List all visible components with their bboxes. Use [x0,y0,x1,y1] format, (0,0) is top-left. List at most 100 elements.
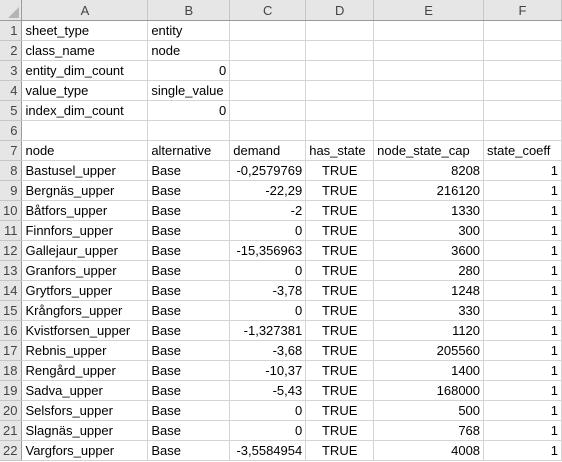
cell-state-coeff[interactable]: 1 [483,200,562,221]
cell-node-state-cap[interactable]: 768 [373,420,485,441]
cell-node-state-cap[interactable]: 4008 [373,440,485,461]
cell[interactable] [305,40,375,61]
cell-has-state[interactable]: TRUE [305,360,375,381]
cell-has-state[interactable]: TRUE [305,280,375,301]
cell-node[interactable]: Båtfors_upper [21,200,149,221]
cell[interactable]: sheet_type [21,20,149,41]
cell-state-coeff[interactable]: 1 [483,280,562,301]
cell[interactable]: class_name [21,40,149,61]
cell-node[interactable]: Rengård_upper [21,360,149,381]
row-header[interactable]: 3 [0,60,23,81]
cell-demand[interactable]: -3,78 [229,280,307,301]
row-header[interactable]: 6 [0,120,23,141]
cell-state-coeff[interactable]: 1 [483,340,562,361]
cell-has-state[interactable]: TRUE [305,260,375,281]
cell-has-state[interactable]: TRUE [305,400,375,421]
row-header[interactable]: 9 [0,180,23,201]
row-header[interactable]: 1 [0,20,23,41]
cell-alternative[interactable]: Base [147,240,231,261]
cell[interactable] [373,40,485,61]
cell-demand[interactable]: -2 [229,200,307,221]
cell-demand[interactable]: 0 [229,220,307,241]
row-header[interactable]: 17 [0,340,23,361]
cell-alternative[interactable]: Base [147,400,231,421]
cell-demand[interactable]: -5,43 [229,380,307,401]
cell-demand[interactable]: -22,29 [229,180,307,201]
cell[interactable]: node [147,40,231,61]
cell-has-state[interactable]: TRUE [305,300,375,321]
cell-node[interactable]: Selsfors_upper [21,400,149,421]
cell-alternative[interactable]: Base [147,380,231,401]
cell-node[interactable]: Finnfors_upper [21,220,149,241]
cell-state-coeff[interactable]: 1 [483,380,562,401]
cell-node[interactable]: Krångfors_upper [21,300,149,321]
cell-node[interactable]: Vargfors_upper [21,440,149,461]
row-header[interactable]: 15 [0,300,23,321]
cell-alternative[interactable]: Base [147,360,231,381]
cell-node-state-cap[interactable]: 1120 [373,320,485,341]
row-header[interactable]: 16 [0,320,23,341]
cell-has-state[interactable]: TRUE [305,180,375,201]
cell-state-coeff[interactable]: 1 [483,220,562,241]
cell-node-state-cap[interactable]: 1400 [373,360,485,381]
cell[interactable] [229,20,307,41]
header-cell-has-state[interactable]: has_state [305,140,375,161]
cell-node-state-cap[interactable]: 330 [373,300,485,321]
cell-has-state[interactable]: TRUE [305,340,375,361]
cell[interactable] [229,40,307,61]
cell-has-state[interactable]: TRUE [305,420,375,441]
cell[interactable] [483,60,562,81]
header-cell-demand[interactable]: demand [229,140,307,161]
cell-alternative[interactable]: Base [147,180,231,201]
cell-has-state[interactable]: TRUE [305,200,375,221]
cell-node-state-cap[interactable]: 280 [373,260,485,281]
cell[interactable] [373,120,485,141]
cell-demand[interactable]: -3,5584954 [229,440,307,461]
header-cell-node[interactable]: node [21,140,149,161]
cell[interactable] [483,100,562,121]
cell-demand[interactable]: -0,2579769 [229,160,307,181]
row-header[interactable]: 5 [0,100,23,121]
header-cell-alternative[interactable]: alternative [147,140,231,161]
cell[interactable] [229,60,307,81]
header-cell-node-state-cap[interactable]: node_state_cap [373,140,485,161]
cell-has-state[interactable]: TRUE [305,160,375,181]
cell[interactable]: 0 [147,100,231,121]
cell-alternative[interactable]: Base [147,300,231,321]
cell[interactable]: 0 [147,60,231,81]
cell[interactable] [483,40,562,61]
cell[interactable] [483,80,562,101]
cell[interactable] [305,80,375,101]
cell-state-coeff[interactable]: 1 [483,240,562,261]
cell-alternative[interactable]: Base [147,260,231,281]
row-header[interactable]: 20 [0,400,23,421]
row-header[interactable]: 8 [0,160,23,181]
cell-state-coeff[interactable]: 1 [483,260,562,281]
cell-demand[interactable]: 0 [229,260,307,281]
cell[interactable]: entity [147,20,231,41]
cell-node-state-cap[interactable]: 168000 [373,380,485,401]
cell[interactable] [305,100,375,121]
cell-node-state-cap[interactable]: 500 [373,400,485,421]
cell[interactable] [373,20,485,41]
column-header-d[interactable]: D [305,0,375,21]
cell[interactable]: value_type [21,80,149,101]
cell-node-state-cap[interactable]: 8208 [373,160,485,181]
column-header-e[interactable]: E [373,0,485,21]
row-header[interactable]: 18 [0,360,23,381]
cell-node[interactable]: Bastusel_upper [21,160,149,181]
cell-node-state-cap[interactable]: 216120 [373,180,485,201]
cell-has-state[interactable]: TRUE [305,380,375,401]
cell[interactable] [373,60,485,81]
cell-alternative[interactable]: Base [147,280,231,301]
column-header-f[interactable]: F [483,0,562,21]
cell-node-state-cap[interactable]: 300 [373,220,485,241]
cell[interactable] [229,100,307,121]
row-header[interactable]: 12 [0,240,23,261]
cell[interactable] [483,120,562,141]
cell-state-coeff[interactable]: 1 [483,440,562,461]
cell-alternative[interactable]: Base [147,440,231,461]
cell-state-coeff[interactable]: 1 [483,420,562,441]
cell-node[interactable]: Rebnis_upper [21,340,149,361]
cell[interactable] [305,60,375,81]
